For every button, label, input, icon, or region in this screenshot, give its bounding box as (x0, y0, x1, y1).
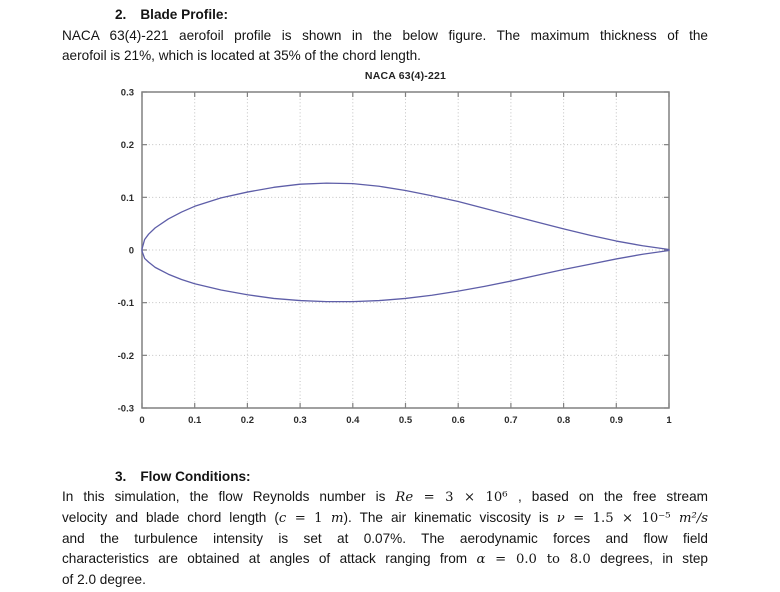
blade-profile-paragraph: NACA 63(4)-221 aerofoil profile is shown… (62, 26, 708, 66)
math-segment: = 0.0 to 8.0 (485, 552, 591, 567)
text-segment: , based on the free stream (517, 489, 708, 504)
section-heading-blade-profile: 2. Blade Profile: (115, 5, 228, 25)
math-segment: = 1.5 × 10⁻⁵ (564, 511, 679, 526)
y-tick-label: 0.2 (121, 140, 134, 151)
section-heading-label: Flow Conditions: (140, 469, 251, 484)
x-tick-label: 0.5 (399, 415, 413, 426)
y-tick-label: -0.3 (118, 404, 134, 415)
math-segment: = 3 × 10⁶ (413, 490, 518, 505)
y-tick-label: -0.2 (118, 351, 134, 362)
math-segment: α (476, 552, 486, 567)
airfoil-profile-curve (141, 182, 670, 303)
y-tick-label: 0.3 (121, 88, 134, 99)
x-tick-label: 0.1 (188, 415, 202, 426)
y-tick-label: -0.1 (118, 298, 135, 309)
text-segment: aerofoil is 21%, which is located at 35%… (62, 48, 421, 63)
section-heading-label: Blade Profile: (140, 7, 228, 22)
airfoil-chart: 0 0.1 0.2 0.3 0.4 0.5 0.6 0.7 0.8 0.9 10.30.20.10-… (118, 88, 673, 427)
math-segment: = 1 (286, 511, 331, 526)
text-segment: of 2.0 degree. (62, 572, 146, 587)
section-number: 3. (115, 469, 127, 484)
paragraph-line: NACA 63(4)-221 aerofoil profile is shown… (62, 26, 708, 46)
text-segment: degrees, in step (590, 551, 708, 566)
x-tick-label: 0.7 (504, 415, 517, 426)
chart-title: NACA 63(4)-221 (364, 70, 447, 82)
text-segment: NACA 63(4)-221 aerofoil profile is shown… (62, 28, 708, 43)
math-segment: c (278, 511, 287, 526)
math-segment: m (330, 511, 344, 526)
text-segment: and the turbulence intensity is set at 0… (62, 531, 708, 546)
x-tick-label: 0.8 (557, 415, 570, 426)
flow-conditions-paragraph: In this simulation, the flow Reynolds nu… (62, 487, 708, 590)
x-tick-label: 0 (139, 415, 144, 426)
math-segment: m²/s (678, 511, 708, 526)
y-tick-label: 0.1 (121, 193, 135, 204)
text-segment: velocity and blade chord length ( (62, 510, 279, 525)
math-segment: ν (556, 511, 565, 526)
paragraph-line: characteristics are obtained at angles o… (62, 549, 708, 570)
x-tick-label: 0.3 (293, 415, 306, 426)
text-segment: In this simulation, the flow Reynolds nu… (62, 489, 396, 504)
paragraph-line: In this simulation, the flow Reynolds nu… (62, 487, 708, 508)
x-tick-label: 0.6 (452, 415, 465, 426)
paragraph-line: aerofoil is 21%, which is located at 35%… (62, 46, 708, 66)
x-tick-label: 0.2 (241, 415, 254, 426)
paragraph-line: of 2.0 degree. (62, 570, 708, 590)
math-segment: Re (395, 490, 414, 505)
x-tick-label: 1 (666, 415, 672, 426)
paragraph-line: and the turbulence intensity is set at 0… (62, 529, 708, 549)
section-heading-flow-conditions: 3. Flow Conditions: (115, 467, 251, 487)
text-segment: ). The air kinematic viscosity is (343, 510, 557, 525)
section-number: 2. (115, 7, 127, 22)
x-tick-label: 0.4 (346, 415, 360, 426)
y-tick-label: 0 (129, 246, 134, 257)
x-tick-label: 0.9 (610, 415, 623, 426)
paragraph-line: velocity and blade chord length (c = 1 m… (62, 508, 708, 529)
airfoil-figure: NACA 63(4)-221 0 0.1 0.2 0.3 0.4 0.5 0.6 0.7 0.8… (60, 68, 730, 460)
text-segment: characteristics are obtained at angles o… (62, 551, 477, 566)
